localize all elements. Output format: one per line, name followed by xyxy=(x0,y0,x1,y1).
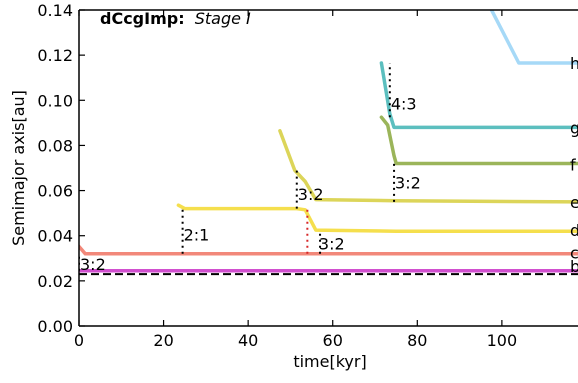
planet-label-e: e xyxy=(570,193,578,212)
resonance-label-1: 3:2 xyxy=(298,185,324,204)
resonance-label-4: 4:3 xyxy=(391,95,417,114)
series-layer xyxy=(79,10,578,276)
resonance-label-3: 3:2 xyxy=(319,235,345,254)
planet-label-h: h xyxy=(570,54,578,73)
y-tick-label-2: 0.04 xyxy=(37,227,73,246)
x-tick-label-4: 80 xyxy=(407,331,427,350)
x-axis-label: time[kyr] xyxy=(293,352,366,371)
y-tick-label-3: 0.06 xyxy=(37,182,73,201)
x-tick-label-3: 60 xyxy=(323,331,343,350)
resonance-label-5: 3:2 xyxy=(395,174,421,193)
x-tick-label-1: 20 xyxy=(153,331,173,350)
y-tick-label-6: 0.12 xyxy=(37,46,73,65)
series-line-h xyxy=(489,10,578,65)
y-axis-label: Semimajor axis[au] xyxy=(9,90,28,246)
x-tick-label-2: 40 xyxy=(238,331,258,350)
x-tick-label-0: 0 xyxy=(74,331,84,350)
planet-label-b: b xyxy=(570,257,578,276)
x-tick-label-5: 100 xyxy=(487,331,518,350)
series-line-e xyxy=(278,129,578,204)
y-tick-label-7: 0.14 xyxy=(37,1,73,20)
planet-label-d: d xyxy=(570,221,578,240)
planet-label-c: c xyxy=(570,244,578,263)
y-tick-label-1: 0.02 xyxy=(37,272,73,291)
resonance-marker-layer xyxy=(79,63,396,271)
resonance-label-0: 2:1 xyxy=(184,226,210,245)
y-tick-label-0: 0.00 xyxy=(37,317,73,336)
chart-title-bold: dCcgImp: xyxy=(100,9,185,28)
planet-label-g: g xyxy=(570,118,578,137)
planet-label-f: f xyxy=(570,156,576,175)
resonance-label-6: 3:2 xyxy=(80,255,106,274)
axes-layer: 0 20 40 60 80 100 0.00 0.02 0.04 0.06 0.08 0.10 0.12… xyxy=(37,1,578,350)
y-tick-label-4: 0.08 xyxy=(37,136,73,155)
chart-title: dCcgImp: Stage I xyxy=(100,9,251,28)
series-line-f xyxy=(379,115,578,166)
y-tick-label-5: 0.10 xyxy=(37,91,73,110)
series-line-c xyxy=(79,244,578,256)
series-line-g xyxy=(379,61,578,130)
chart-title-italic: Stage I xyxy=(195,9,251,28)
series-line-d xyxy=(176,203,578,233)
